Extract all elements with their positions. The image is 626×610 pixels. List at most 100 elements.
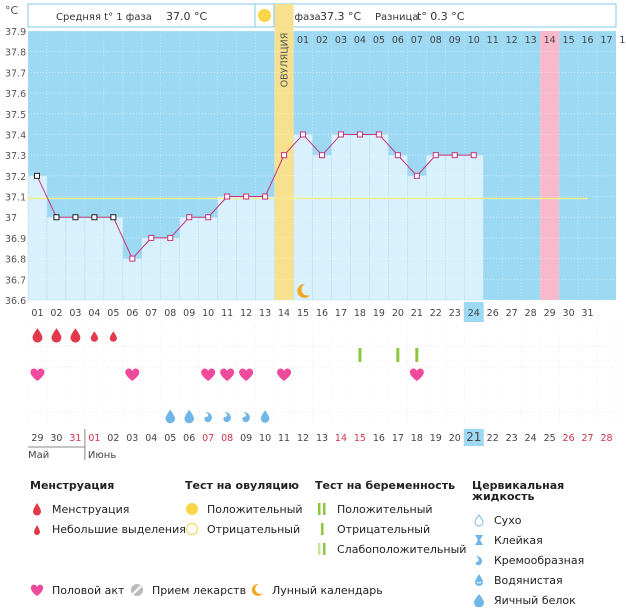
ovulation-label: ОВУЛЯЦИЯ xyxy=(280,33,291,88)
egg-white-drop-icon xyxy=(184,409,194,424)
legend-item: Водянистая xyxy=(472,570,626,590)
heart-icon xyxy=(30,583,44,597)
calendar-date-label: 05 xyxy=(164,433,176,444)
legend-item: Небольшие выделения xyxy=(30,519,186,539)
sticky-icon xyxy=(472,533,486,547)
cycle-day-label: 06 xyxy=(126,308,138,319)
egg-white-icon xyxy=(472,593,486,607)
temperature-column xyxy=(141,237,162,301)
legend-item: Отрицательный xyxy=(315,519,466,539)
pregnancy-test-icon xyxy=(358,348,362,362)
test-positive-icon xyxy=(315,502,329,516)
temperature-column xyxy=(217,196,237,301)
cycle-day-label: 07 xyxy=(145,308,157,319)
temperature-column xyxy=(407,175,427,301)
cycle-day-label: 13 xyxy=(259,308,271,319)
selected-date-cell xyxy=(463,429,484,446)
menstruation-drop-icon xyxy=(32,328,43,343)
top-day-label: 14 xyxy=(544,35,556,46)
cycle-day-label: 10 xyxy=(202,308,214,319)
heart-icon xyxy=(409,368,424,381)
temperature-point xyxy=(470,152,477,159)
legend-item-label: Водянистая xyxy=(494,573,563,587)
legend-item-label: Слабоположительный xyxy=(337,542,467,556)
calendar-date-label: 03 xyxy=(126,433,138,444)
temperature-point xyxy=(186,214,193,221)
calendar-date-label: 04 xyxy=(145,433,157,444)
calendar-date-label: 12 xyxy=(297,433,309,444)
cycle-day-label: 09 xyxy=(183,308,195,319)
calendar-date-label: 11 xyxy=(278,433,290,444)
top-day-label: 11 xyxy=(487,35,499,46)
cycle-day-label: 22 xyxy=(430,308,442,319)
calendar-date-label: 06 xyxy=(183,433,195,444)
cycle-day-label: 17 xyxy=(335,308,347,319)
creamy-icon xyxy=(472,553,486,567)
phase2-label: 2 фаза xyxy=(285,12,321,23)
y-tick-label: 37.5 xyxy=(5,110,26,121)
calendar-date-label: 23 xyxy=(506,433,518,444)
legend-item-label: Кремообразная xyxy=(494,553,585,567)
legend-item: Лунный календарь xyxy=(250,580,383,600)
temperature-point xyxy=(356,131,363,138)
calendar-date-label: 22 xyxy=(487,433,499,444)
legend-item: Сухо xyxy=(472,510,626,530)
selected-day-cell xyxy=(463,302,484,322)
test-weak-icon xyxy=(315,542,329,556)
ovulation-header-cell xyxy=(274,4,294,31)
cycle-day-label: 31 xyxy=(582,308,594,319)
pregnancy-test-icon xyxy=(415,348,419,362)
legend-item: Слабоположительный xyxy=(315,539,466,559)
top-day-label: 07 xyxy=(411,35,423,46)
calendar-date-label: 16 xyxy=(373,433,385,444)
top-day-label: 13 xyxy=(525,35,537,46)
calendar-date-label: 02 xyxy=(107,433,119,444)
temperature-column xyxy=(426,154,446,301)
legend-item: Менструация xyxy=(30,499,186,519)
legend-bottom-row: Половой акт Прием лекарств Лунный календ… xyxy=(30,580,383,600)
cycle-day-label: 04 xyxy=(88,308,100,319)
calendar-date-label: 20 xyxy=(449,433,461,444)
bbt-chart: Средняя t° 1 фаза 37.0 °C 2 фаза 37.3 °C… xyxy=(5,3,626,461)
y-tick-label: 37.8 xyxy=(5,48,26,59)
ovulation-column-overlay xyxy=(274,31,294,300)
temperature-chart-page: Средняя t° 1 фаза 37.0 °C 2 фаза 37.3 °C… xyxy=(5,3,626,607)
top-day-label: 09 xyxy=(449,35,461,46)
legend-item-label: Небольшие выделения xyxy=(52,522,186,536)
legend-item-label: Яичный белок xyxy=(494,593,576,607)
legend-ovulation-test: Тест на овуляцию Положительный Отрицател… xyxy=(185,480,303,539)
temperature-point xyxy=(337,131,344,138)
top-day-label: 16 xyxy=(582,35,594,46)
legend-item: Яичный белок xyxy=(472,590,626,610)
cycle-day-label: 28 xyxy=(525,308,537,319)
diff-label: Разница xyxy=(375,12,418,23)
calendar-date-label: 21 xyxy=(466,430,481,444)
cycle-day-label: 12 xyxy=(240,308,252,319)
sun-negative-icon xyxy=(185,522,199,536)
temperature-point xyxy=(413,172,420,179)
cycle-day-label: 11 xyxy=(221,308,233,319)
cycle-day-label: 03 xyxy=(69,308,81,319)
heart-icon xyxy=(277,368,292,381)
legend-item-label: Прием лекарств xyxy=(152,583,247,597)
top-day-label: 17 xyxy=(600,35,612,46)
legend-item: Половой акт xyxy=(30,580,130,600)
calendar-date-label: 24 xyxy=(525,433,537,444)
watery-icon xyxy=(472,573,486,587)
highlight-column xyxy=(540,31,560,300)
temperature-point xyxy=(262,193,269,200)
temperature-column xyxy=(445,154,465,301)
pregnancy-test-icon xyxy=(396,348,400,362)
legend-item: Прием лекарств xyxy=(130,580,250,600)
temperature-point xyxy=(167,234,174,241)
temperature-point xyxy=(72,214,79,221)
legend-item-label: Сухо xyxy=(494,513,522,527)
temperature-point xyxy=(243,193,250,200)
creamy-icon xyxy=(223,412,231,423)
cycle-day-label: 23 xyxy=(449,308,461,319)
watery-drop-icon xyxy=(260,410,270,423)
temperature-column xyxy=(122,258,143,301)
temperature-column xyxy=(179,216,199,301)
legend-cervical: Цервикальная жидкость Сухо Клейкая Кремо… xyxy=(472,480,626,610)
calendar-date-label: 30 xyxy=(50,433,62,444)
